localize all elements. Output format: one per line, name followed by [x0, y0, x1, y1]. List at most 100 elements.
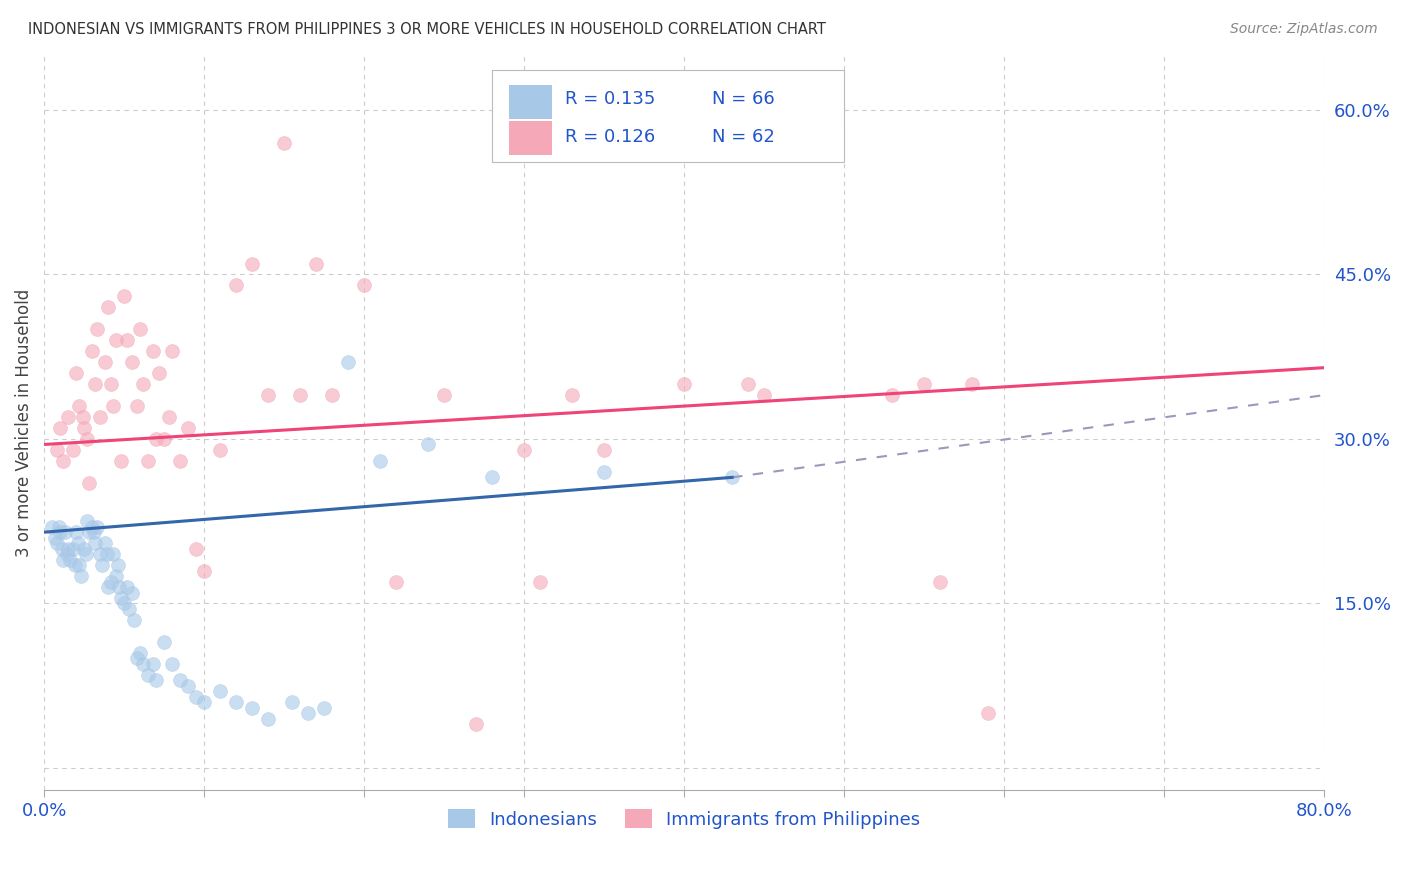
- Point: [96, 547, 118, 561]
- Y-axis label: 3 or more Vehicles in Household: 3 or more Vehicles in Household: [15, 288, 32, 557]
- Point: [100, 574, 122, 589]
- Point: [929, 574, 952, 589]
- Point: [110, 591, 132, 605]
- FancyBboxPatch shape: [509, 85, 553, 119]
- Point: [100, 377, 122, 392]
- Point: [86, 322, 108, 336]
- Point: [52, 552, 75, 566]
- Point: [240, 256, 263, 270]
- Point: [44, 531, 66, 545]
- Point: [465, 717, 488, 731]
- Point: [960, 377, 983, 392]
- Point: [288, 388, 311, 402]
- Point: [90, 558, 112, 573]
- Point: [112, 289, 135, 303]
- Point: [184, 541, 207, 556]
- Point: [62, 442, 84, 457]
- Text: N = 66: N = 66: [713, 90, 775, 108]
- Point: [86, 519, 108, 533]
- Point: [433, 388, 456, 402]
- Point: [240, 700, 263, 714]
- Point: [593, 442, 616, 457]
- Point: [129, 646, 152, 660]
- Point: [63, 558, 86, 573]
- Point: [52, 454, 75, 468]
- Point: [561, 388, 583, 402]
- Point: [101, 399, 124, 413]
- Point: [55, 547, 77, 561]
- Point: [107, 558, 129, 573]
- Point: [122, 613, 145, 627]
- Point: [84, 377, 107, 392]
- Point: [89, 547, 111, 561]
- Point: [59, 552, 82, 566]
- Point: [132, 377, 155, 392]
- Point: [225, 278, 247, 293]
- Point: [65, 525, 87, 540]
- Point: [94, 355, 117, 369]
- Point: [337, 355, 360, 369]
- Point: [314, 700, 336, 714]
- Point: [97, 580, 120, 594]
- Point: [76, 514, 98, 528]
- Text: INDONESIAN VS IMMIGRANTS FROM PHILIPPINES 3 OR MORE VEHICLES IN HOUSEHOLD CORREL: INDONESIAN VS IMMIGRANTS FROM PHILIPPINE…: [28, 22, 825, 37]
- Legend: Indonesians, Immigrants from Philippines: Indonesians, Immigrants from Philippines: [441, 802, 928, 836]
- FancyBboxPatch shape: [492, 70, 844, 161]
- Point: [108, 580, 131, 594]
- Point: [129, 322, 152, 336]
- Point: [184, 690, 207, 704]
- Point: [153, 432, 176, 446]
- Point: [297, 706, 319, 720]
- Point: [416, 437, 439, 451]
- FancyBboxPatch shape: [509, 121, 553, 155]
- Point: [82, 344, 104, 359]
- Point: [117, 580, 139, 594]
- Point: [593, 465, 616, 479]
- Point: [89, 410, 111, 425]
- Point: [70, 569, 93, 583]
- Point: [481, 470, 503, 484]
- Point: [51, 541, 73, 556]
- Point: [169, 454, 191, 468]
- Point: [105, 333, 128, 347]
- Point: [110, 454, 132, 468]
- Point: [209, 442, 232, 457]
- Point: [62, 541, 84, 556]
- Point: [132, 657, 155, 671]
- Point: [977, 706, 1000, 720]
- Point: [45, 442, 67, 457]
- Point: [41, 519, 63, 533]
- Point: [145, 432, 167, 446]
- Point: [529, 574, 551, 589]
- Point: [142, 657, 165, 671]
- Point: [75, 547, 97, 561]
- Point: [49, 525, 72, 540]
- Text: R = 0.135: R = 0.135: [565, 90, 655, 108]
- Point: [136, 454, 159, 468]
- Point: [77, 525, 100, 540]
- Point: [66, 536, 89, 550]
- Point: [209, 684, 232, 698]
- Point: [117, 333, 139, 347]
- Point: [83, 525, 105, 540]
- Point: [225, 695, 247, 709]
- Point: [193, 695, 215, 709]
- Point: [73, 421, 96, 435]
- Point: [76, 432, 98, 446]
- Point: [257, 388, 280, 402]
- Point: [112, 597, 135, 611]
- Point: [177, 421, 200, 435]
- Text: N = 62: N = 62: [713, 128, 775, 146]
- Point: [48, 519, 70, 533]
- Point: [125, 399, 148, 413]
- Point: [169, 673, 191, 688]
- Point: [136, 667, 159, 681]
- Point: [160, 657, 183, 671]
- Point: [148, 366, 170, 380]
- Point: [49, 421, 72, 435]
- Point: [82, 519, 104, 533]
- Point: [121, 585, 143, 599]
- Point: [912, 377, 935, 392]
- Point: [72, 410, 94, 425]
- Point: [721, 470, 744, 484]
